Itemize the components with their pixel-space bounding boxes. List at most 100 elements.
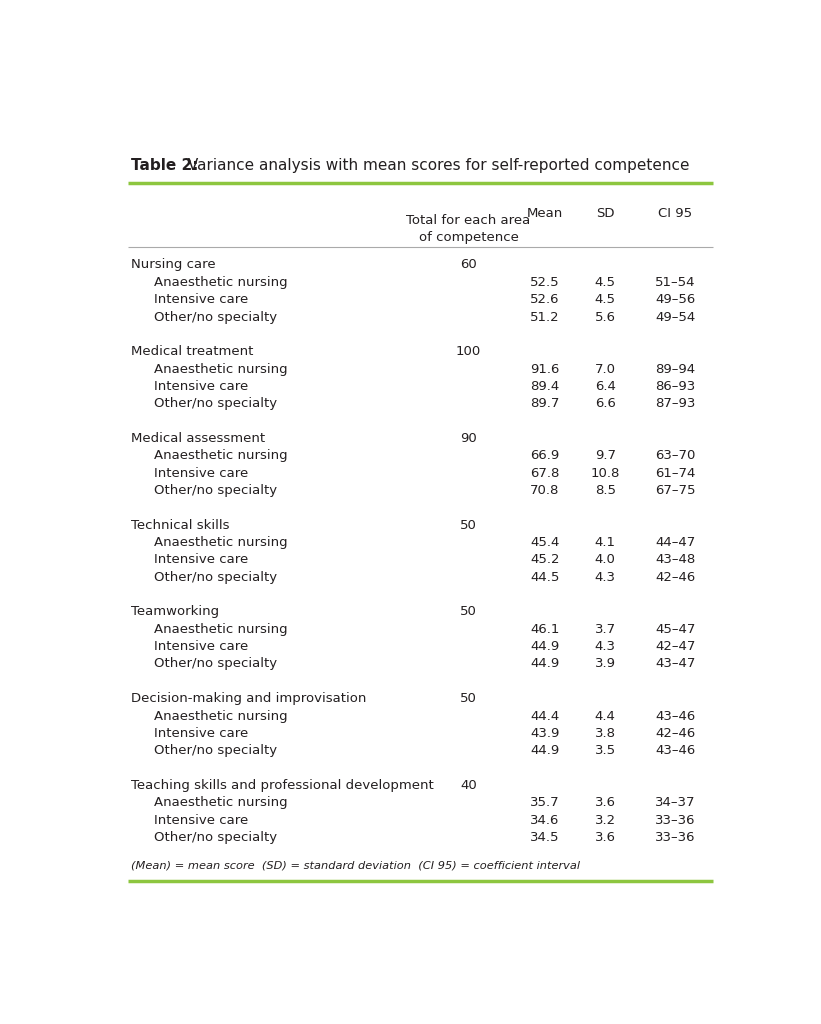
Text: Anaesthetic nursing: Anaesthetic nursing [154,536,287,549]
Text: Intensive care: Intensive care [154,814,248,826]
Text: Total for each area
of competence: Total for each area of competence [406,214,530,245]
Text: 86–93: 86–93 [655,380,695,393]
Text: 34.6: 34.6 [530,814,560,826]
Text: 3.5: 3.5 [594,744,616,757]
Text: 4.5: 4.5 [594,293,616,306]
Text: 60: 60 [460,258,477,271]
Text: (Mean) = mean score  (SD) = standard deviation  (CI 95) = coefficient interval: (Mean) = mean score (SD) = standard devi… [131,860,580,870]
Text: Mean: Mean [527,207,563,220]
Text: 10.8: 10.8 [590,467,620,479]
Text: SD: SD [596,207,615,220]
Text: Anaesthetic nursing: Anaesthetic nursing [154,623,287,636]
Text: 5.6: 5.6 [594,310,616,324]
Text: 51–54: 51–54 [655,275,695,289]
Text: 3.8: 3.8 [594,727,616,740]
Text: 70.8: 70.8 [530,484,560,497]
Text: Intensive care: Intensive care [154,380,248,393]
Text: 4.5: 4.5 [594,275,616,289]
Text: 45.4: 45.4 [530,536,560,549]
Text: 6.4: 6.4 [595,380,616,393]
Text: Technical skills: Technical skills [131,519,230,531]
Text: 9.7: 9.7 [594,450,616,462]
Text: 3.2: 3.2 [594,814,616,826]
Text: 3.9: 3.9 [594,657,616,671]
Text: 3.6: 3.6 [594,830,616,844]
Text: 34.5: 34.5 [530,830,560,844]
Text: Intensive care: Intensive care [154,727,248,740]
Text: Variance analysis with mean scores for self-reported competence: Variance analysis with mean scores for s… [183,159,690,173]
Text: 63–70: 63–70 [655,450,695,462]
Text: 3.7: 3.7 [594,623,616,636]
Text: 43–46: 43–46 [655,710,695,723]
Text: Other/no specialty: Other/no specialty [154,830,277,844]
Text: 43.9: 43.9 [530,727,560,740]
Text: 8.5: 8.5 [594,484,616,497]
Text: 44.4: 44.4 [530,710,559,723]
Text: 4.1: 4.1 [594,536,616,549]
Text: 49–56: 49–56 [655,293,695,306]
Text: Decision-making and improvisation: Decision-making and improvisation [131,692,367,706]
Text: 43–46: 43–46 [655,744,695,757]
Text: Other/no specialty: Other/no specialty [154,310,277,324]
Text: 91.6: 91.6 [530,362,560,376]
Text: 42–46: 42–46 [655,570,695,584]
Text: 61–74: 61–74 [655,467,695,479]
Text: 87–93: 87–93 [655,397,695,411]
Text: 44.9: 44.9 [530,744,559,757]
Text: Intensive care: Intensive care [154,640,248,653]
Text: Intensive care: Intensive care [154,467,248,479]
Text: 33–36: 33–36 [655,830,695,844]
Text: 89–94: 89–94 [655,362,695,376]
Text: Nursing care: Nursing care [131,258,216,271]
Text: 67–75: 67–75 [655,484,695,497]
Text: Other/no specialty: Other/no specialty [154,397,277,411]
Text: 49–54: 49–54 [655,310,695,324]
Text: Other/no specialty: Other/no specialty [154,570,277,584]
Text: Anaesthetic nursing: Anaesthetic nursing [154,275,287,289]
Text: Medical assessment: Medical assessment [131,432,265,445]
Text: Table 2:: Table 2: [131,159,199,173]
Text: Other/no specialty: Other/no specialty [154,484,277,497]
Text: 50: 50 [460,605,477,618]
Text: Other/no specialty: Other/no specialty [154,657,277,671]
Text: 42–46: 42–46 [655,727,695,740]
Text: Anaesthetic nursing: Anaesthetic nursing [154,450,287,462]
Text: 45–47: 45–47 [655,623,695,636]
Text: 6.6: 6.6 [595,397,616,411]
Text: Anaesthetic nursing: Anaesthetic nursing [154,710,287,723]
Text: 3.6: 3.6 [594,797,616,809]
Text: 50: 50 [460,519,477,531]
Text: 66.9: 66.9 [530,450,559,462]
Text: Intensive care: Intensive care [154,293,248,306]
Text: 51.2: 51.2 [530,310,560,324]
Text: Anaesthetic nursing: Anaesthetic nursing [154,362,287,376]
Text: Teamworking: Teamworking [131,605,219,618]
Text: 44–47: 44–47 [655,536,695,549]
Text: Other/no specialty: Other/no specialty [154,744,277,757]
Text: 46.1: 46.1 [530,623,560,636]
Text: 52.6: 52.6 [530,293,560,306]
Text: 50: 50 [460,692,477,706]
Text: 4.0: 4.0 [595,553,616,566]
Text: 100: 100 [456,345,481,358]
Text: 44.5: 44.5 [530,570,560,584]
Text: 4.4: 4.4 [595,710,616,723]
Text: 44.9: 44.9 [530,640,559,653]
Text: Medical treatment: Medical treatment [131,345,254,358]
Text: 4.3: 4.3 [594,570,616,584]
Text: Anaesthetic nursing: Anaesthetic nursing [154,797,287,809]
Text: 67.8: 67.8 [530,467,560,479]
Text: CI 95: CI 95 [658,207,692,220]
Text: 4.3: 4.3 [594,640,616,653]
Text: 33–36: 33–36 [655,814,695,826]
Text: 40: 40 [460,779,477,792]
Text: 90: 90 [460,432,477,445]
Text: 44.9: 44.9 [530,657,559,671]
Text: 34–37: 34–37 [655,797,695,809]
Text: 35.7: 35.7 [530,797,560,809]
Text: 45.2: 45.2 [530,553,560,566]
Text: 43–47: 43–47 [655,657,695,671]
Text: 43–48: 43–48 [655,553,695,566]
Text: 7.0: 7.0 [594,362,616,376]
Text: Intensive care: Intensive care [154,553,248,566]
